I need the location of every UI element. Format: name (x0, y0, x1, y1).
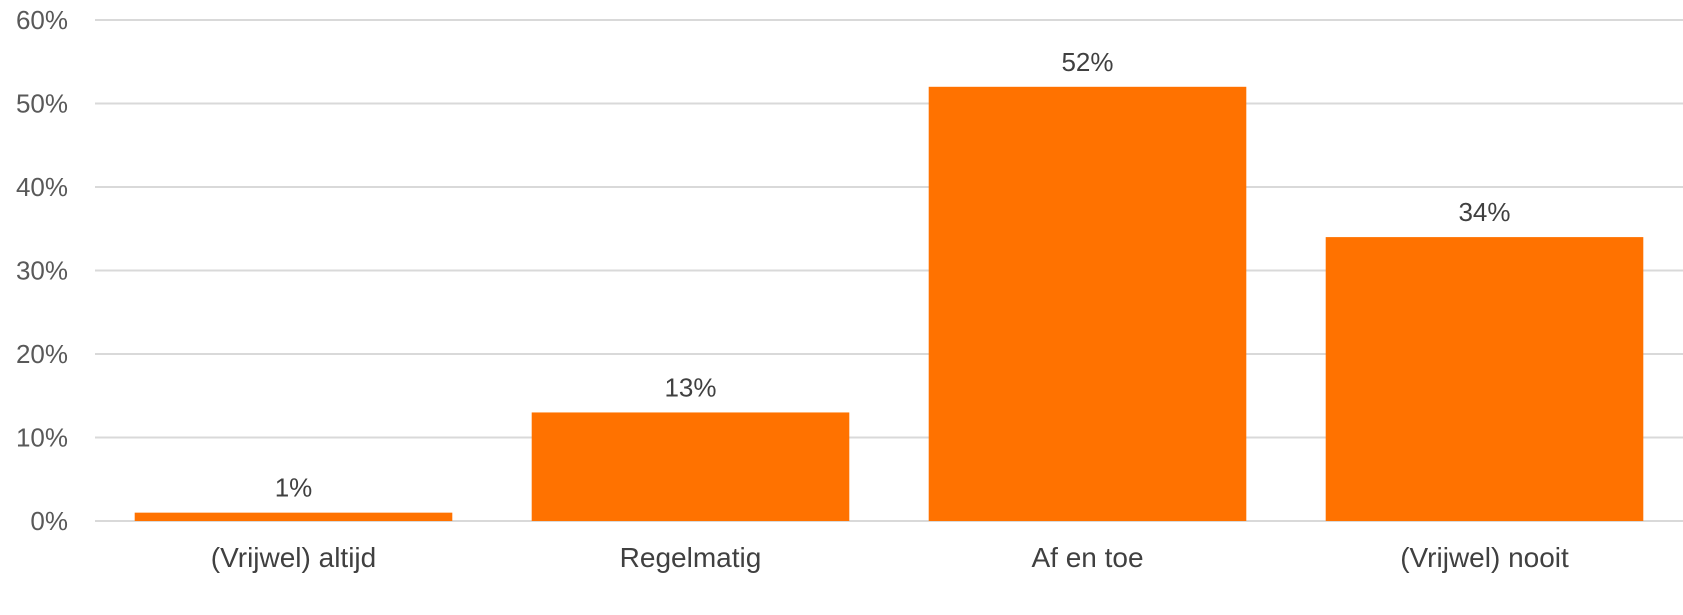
y-tick-label: 30% (16, 256, 68, 286)
y-tick-label: 60% (16, 5, 68, 35)
category-label: (Vrijwel) altijd (211, 542, 376, 573)
data-label: 13% (664, 372, 716, 402)
bar (928, 86, 1247, 522)
y-tick-label: 40% (16, 172, 68, 202)
bar (134, 512, 453, 521)
y-tick-label: 50% (16, 89, 68, 119)
x-axis-category-labels: (Vrijwel) altijd Regelmatig Af en toe (Vrij… (211, 542, 1569, 573)
bar (1325, 237, 1644, 521)
y-tick-label: 0% (30, 506, 68, 536)
category-label: Regelmatig (620, 542, 762, 573)
category-label: (Vrijwel) nooit (1400, 542, 1569, 573)
y-axis-tick-labels: 0% 10% 20% 30% 40% 50% 60% (16, 5, 68, 536)
bar (531, 412, 850, 521)
category-label: Af en toe (1031, 542, 1143, 573)
y-tick-label: 10% (16, 423, 68, 453)
y-tick-label: 20% (16, 339, 68, 369)
data-labels: 1% 13% 52% 34% (275, 47, 1511, 503)
data-label: 1% (275, 473, 313, 503)
bars (134, 86, 1644, 522)
data-label: 34% (1458, 197, 1510, 227)
data-label: 52% (1061, 47, 1113, 77)
gridlines (95, 19, 1683, 522)
